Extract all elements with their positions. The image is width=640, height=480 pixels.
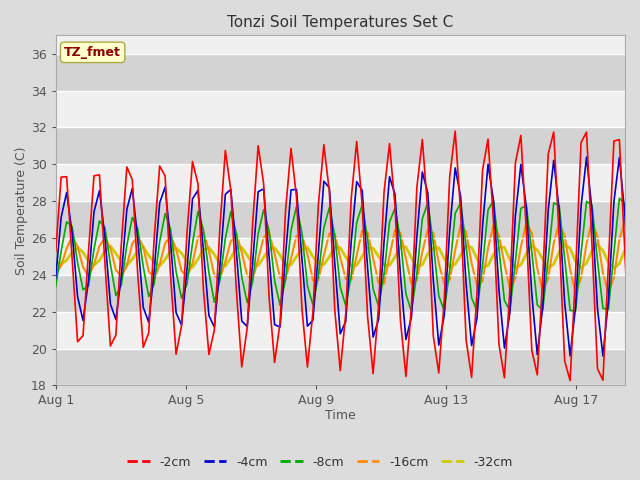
Bar xyxy=(56,275,625,312)
Bar xyxy=(56,201,625,238)
Bar xyxy=(56,128,625,164)
Title: Tonzi Soil Temperatures Set C: Tonzi Soil Temperatures Set C xyxy=(227,15,454,30)
X-axis label: Time: Time xyxy=(325,409,356,422)
Legend: -2cm, -4cm, -8cm, -16cm, -32cm: -2cm, -4cm, -8cm, -16cm, -32cm xyxy=(122,451,518,474)
Y-axis label: Soil Temperature (C): Soil Temperature (C) xyxy=(15,146,28,275)
Bar xyxy=(56,348,625,385)
Bar xyxy=(56,54,625,91)
Text: TZ_fmet: TZ_fmet xyxy=(64,46,121,59)
